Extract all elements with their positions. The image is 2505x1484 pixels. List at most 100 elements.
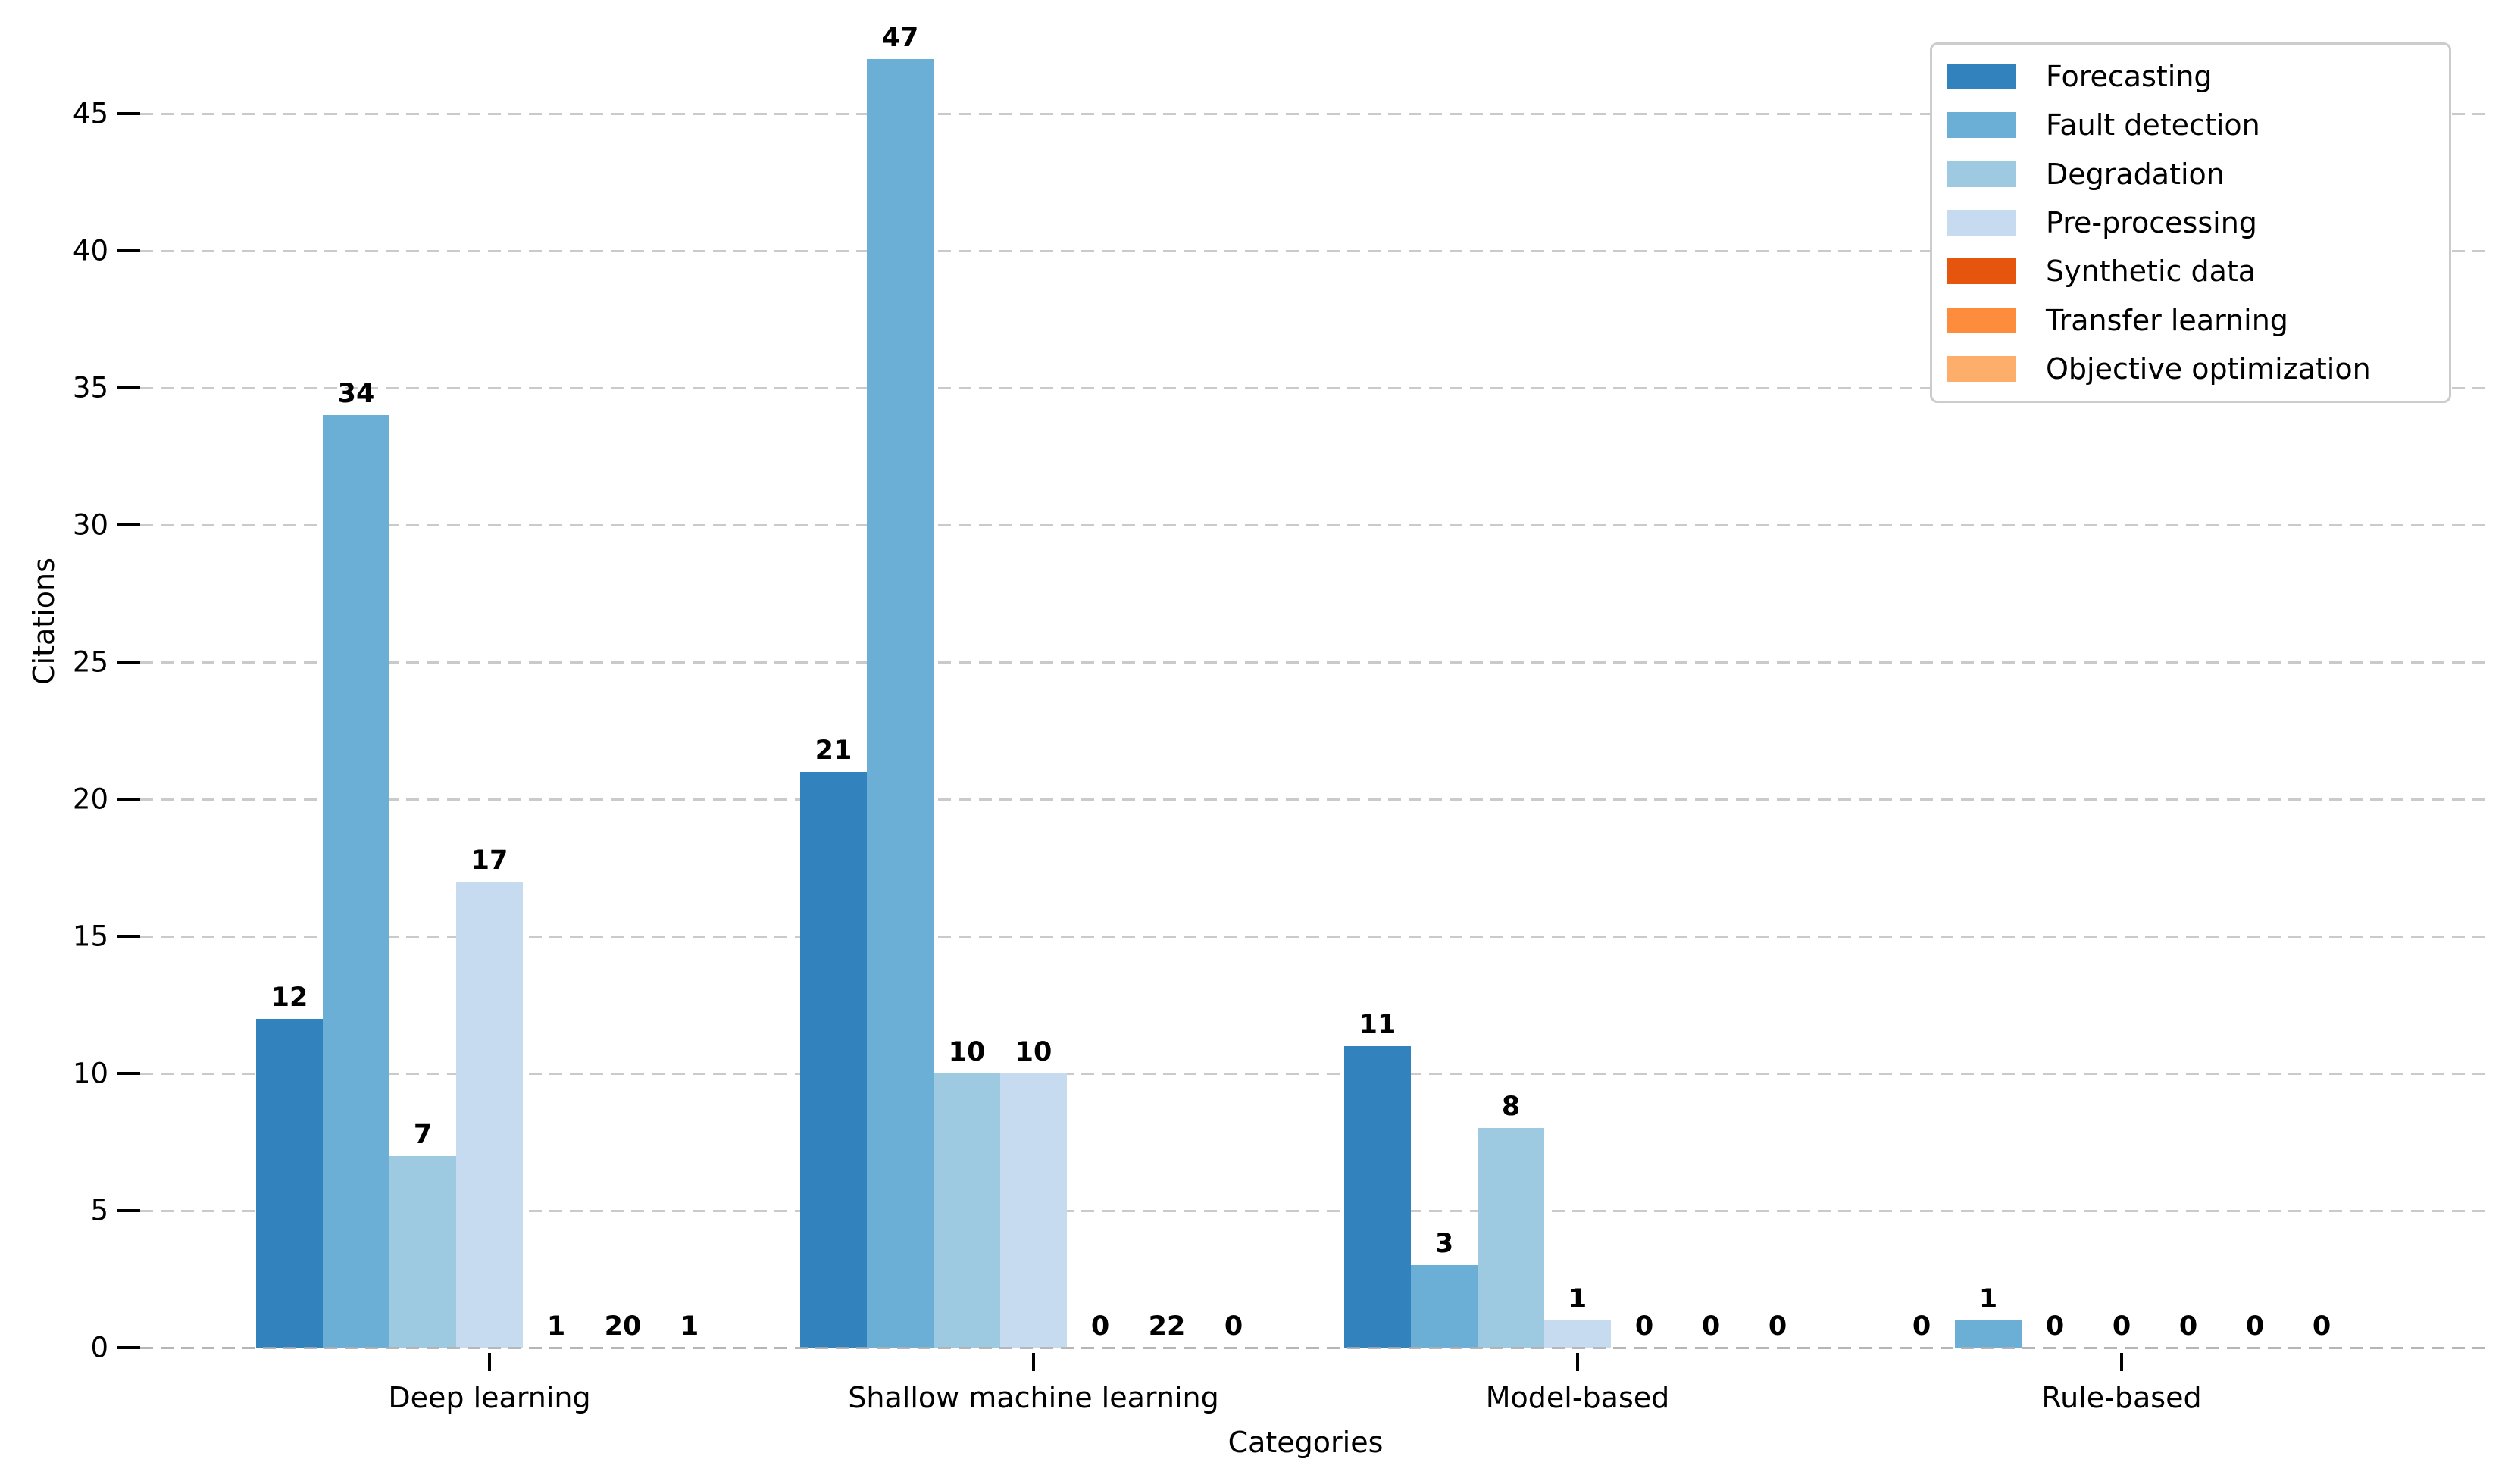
bar-degradation (934, 1073, 1000, 1348)
y-tick-mark (117, 798, 140, 801)
bar-value-label: 8 (1501, 1092, 1521, 1122)
y-tick-mark (117, 249, 140, 252)
x-tick-label-rule-based: Rule-based (2041, 1381, 2202, 1414)
x-tick-label-model-based: Model-based (1485, 1381, 1670, 1414)
gridline-y-35 (140, 386, 2489, 389)
legend-label: Pre-processing (2046, 205, 2257, 239)
bar-value-label: 11 (1359, 1010, 1396, 1040)
legend-label: Degradation (2046, 157, 2225, 191)
y-tick-mark (117, 661, 140, 664)
gridline-y-20 (140, 798, 2489, 801)
bar-value-label: 10 (948, 1037, 986, 1067)
bar-value-label: 34 (337, 379, 375, 409)
y-tick-mark (117, 935, 140, 938)
bar-value-label: 3 (1434, 1229, 1454, 1259)
gridline-y-30 (140, 523, 2489, 526)
legend-swatch-icon (1947, 64, 2016, 90)
bar-forecasting (800, 772, 867, 1348)
bar-pre-processing (456, 882, 523, 1348)
y-tick-label: 40 (72, 234, 108, 267)
gridline-y-15 (140, 935, 2489, 938)
x-tick-mark (2120, 1353, 2123, 1371)
legend-label: Forecasting (2046, 60, 2213, 94)
plot-area: 0 5 10 15 20 25 30 35 40 45 12 34 7 17 1 20 1 Deep learni… (73, 17, 2489, 1414)
y-axis-label: Citations (27, 558, 61, 685)
legend-swatch-icon (1947, 307, 2016, 333)
legend-entry-pre-processing: Pre-processing (1947, 206, 2434, 239)
bar-value-label: 0 (1768, 1311, 1787, 1342)
bar-fault-detection (1411, 1265, 1478, 1348)
bar-forecasting (256, 1019, 323, 1348)
bar-forecasting (1344, 1046, 1411, 1348)
legend-label: Transfer learning (2046, 303, 2288, 337)
y-tick-mark (117, 523, 140, 526)
legend-label: Synthetic data (2046, 255, 2256, 289)
y-tick-label: 35 (72, 371, 108, 405)
gridline-y-45 (140, 112, 2489, 115)
y-tick-mark (117, 112, 140, 115)
bar-value-label: 20 (604, 1311, 642, 1342)
x-tick-mark (1576, 1353, 1579, 1371)
bar-value-label: 0 (1224, 1311, 1243, 1342)
x-axis-label: Categories (1227, 1426, 1384, 1459)
legend-entry-synthetic-data: Synthetic data (1947, 255, 2434, 288)
gridline-y-40 (140, 249, 2489, 252)
legend-swatch-icon (1947, 161, 2016, 187)
bar-value-label: 47 (881, 23, 919, 53)
legend-swatch-icon (1947, 209, 2016, 236)
bar-degradation (389, 1156, 456, 1348)
bar-value-label: 0 (1912, 1311, 1931, 1342)
y-tick-label: 25 (72, 645, 108, 679)
bar-fault-detection (323, 415, 389, 1348)
bar-value-label: 1 (1978, 1284, 1998, 1314)
legend-swatch-icon (1947, 258, 2016, 285)
y-tick-label: 45 (72, 97, 108, 130)
y-tick-mark (117, 1346, 140, 1349)
legend: Forecasting Fault detection Degradation Pre… (1930, 42, 2451, 403)
bar-value-label: 0 (2178, 1311, 2198, 1342)
legend-entry-fault-detection: Fault detection (1947, 108, 2434, 142)
x-tick-label-shallow-machine-learning: Shallow machine learning (848, 1381, 1219, 1414)
legend-entry-degradation: Degradation (1947, 158, 2434, 191)
bar-degradation (1478, 1128, 1544, 1348)
bar-value-label: 0 (2312, 1311, 2331, 1342)
bar-value-label: 0 (2045, 1311, 2065, 1342)
legend-entry-transfer-learning: Transfer learning (1947, 304, 2434, 337)
gridline-y-25 (140, 661, 2489, 664)
y-tick-mark (117, 386, 140, 389)
bar-value-label: 22 (1148, 1311, 1186, 1342)
legend-swatch-icon (1947, 112, 2016, 139)
y-tick-label: 0 (90, 1331, 108, 1364)
bar-value-label: 21 (815, 736, 852, 766)
gridline-y-10 (140, 1072, 2489, 1075)
bar-value-label: 0 (1090, 1311, 1110, 1342)
y-tick-label: 20 (72, 783, 108, 816)
bar-value-label: 10 (1015, 1037, 1052, 1067)
x-tick-label-deep-learning: Deep learning (388, 1381, 591, 1414)
bar-pre-processing (1000, 1073, 1067, 1348)
bar-value-label: 12 (271, 983, 308, 1013)
bar-value-label: 0 (2245, 1311, 2265, 1342)
gridline-y-5 (140, 1209, 2489, 1212)
legend-label: Fault detection (2046, 108, 2260, 142)
bar-value-label: 1 (1568, 1284, 1587, 1314)
y-tick-mark (117, 1072, 140, 1075)
bar-value-label: 1 (546, 1311, 566, 1342)
bar-value-label: 0 (1701, 1311, 1721, 1342)
bar-pre-processing (1544, 1320, 1611, 1348)
legend-entry-forecasting: Forecasting (1947, 60, 2434, 93)
legend-label: Objective optimization (2046, 351, 2371, 386)
legend-entry-objective-optimization: Objective optimization (1947, 352, 2434, 386)
bar-value-label: 17 (471, 845, 508, 876)
bar-fault-detection (1955, 1320, 2022, 1348)
x-tick-mark (1032, 1353, 1035, 1371)
bar-value-label: 1 (680, 1311, 699, 1342)
bar-value-label: 0 (2112, 1311, 2131, 1342)
bar-value-label: 7 (413, 1120, 433, 1150)
y-tick-label: 15 (72, 920, 108, 953)
x-tick-mark (488, 1353, 491, 1371)
legend-swatch-icon (1947, 355, 2016, 382)
bar-value-label: 0 (1634, 1311, 1654, 1342)
y-tick-mark (117, 1209, 140, 1212)
